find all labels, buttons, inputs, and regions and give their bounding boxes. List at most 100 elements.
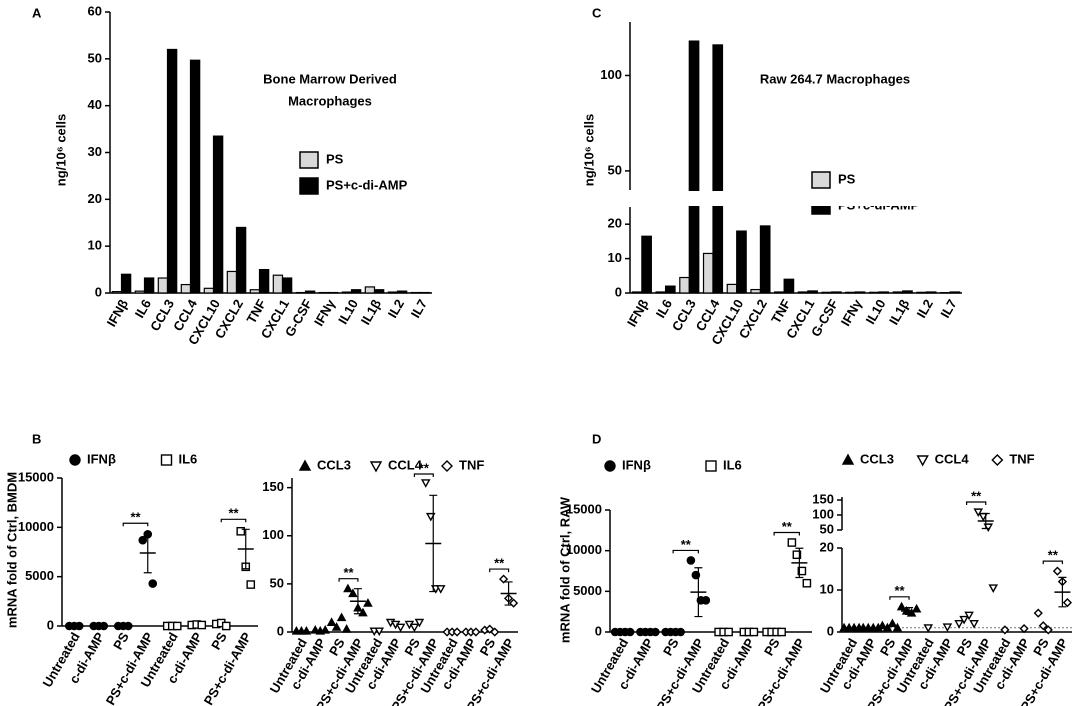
data-point — [348, 588, 358, 598]
x-tick-label: PS — [110, 629, 132, 652]
significance-label: ** — [494, 556, 505, 571]
data-point — [1052, 566, 1063, 576]
significance-label: ** — [228, 506, 239, 521]
data-point — [246, 580, 256, 589]
legend-swatch — [299, 151, 319, 169]
data-point — [197, 620, 207, 630]
bar — [111, 290, 123, 294]
significance-label: ** — [971, 488, 982, 503]
y-axis-label: mRNA fold of Ctrl, BMDM — [4, 472, 19, 628]
data-point — [911, 603, 922, 613]
data-point — [1019, 624, 1029, 634]
x-tick-label: PS — [660, 635, 682, 658]
data-point — [686, 556, 696, 565]
y-tick-label: 0 — [47, 617, 54, 632]
bar — [949, 291, 961, 294]
bar — [916, 291, 928, 294]
significance-label: ** — [1048, 548, 1059, 563]
legend-label: PS — [326, 151, 344, 166]
y-tick-label: 10000 — [18, 519, 54, 534]
error-bar — [353, 588, 362, 615]
axis-break — [622, 191, 962, 206]
bar — [180, 283, 192, 294]
legend-label: PS — [838, 171, 856, 186]
legend-label: IL6 — [723, 457, 742, 472]
bar — [759, 225, 771, 294]
panel-label: C — [592, 5, 602, 20]
x-tick-label: PS — [208, 629, 230, 652]
data-point — [896, 601, 907, 611]
bar — [655, 291, 667, 294]
bar — [821, 291, 833, 294]
y-tick-label: 0 — [827, 623, 834, 638]
data-point — [425, 512, 436, 522]
data-point — [797, 566, 807, 576]
significance-bracket — [122, 522, 149, 527]
data-point — [792, 550, 802, 560]
legend-marker — [369, 461, 383, 473]
data-point — [1000, 625, 1010, 635]
bar — [281, 277, 293, 294]
bar — [341, 291, 353, 294]
data-point — [802, 578, 812, 588]
y-tick-label: 30 — [88, 144, 102, 159]
data-point — [882, 622, 893, 632]
bar — [189, 59, 201, 294]
y-axis-label: ng/10⁶ cells — [53, 114, 68, 186]
bar — [134, 290, 146, 294]
y-tick-label: 40 — [88, 97, 102, 112]
y-tick-label: 20 — [88, 191, 102, 206]
axis-break — [834, 531, 840, 547]
bar — [387, 291, 399, 294]
data-point — [983, 523, 994, 533]
bar — [807, 290, 818, 294]
bar — [350, 289, 362, 294]
y-axis-label: ng/10⁶ cells — [581, 114, 596, 186]
significance-bracket — [773, 531, 800, 536]
bar — [878, 291, 890, 294]
data-point — [625, 627, 635, 637]
significance-label: ** — [894, 583, 905, 598]
panel-label: B — [32, 431, 41, 446]
y-tick-label: 50 — [88, 50, 102, 65]
significance-label: ** — [343, 565, 354, 580]
significance-label: ** — [681, 537, 692, 552]
data-point — [138, 535, 148, 545]
y-tick-label: 50 — [270, 575, 284, 590]
legend-label: IL6 — [179, 451, 198, 466]
bar — [120, 273, 132, 294]
y-tick-label: 10 — [820, 581, 834, 596]
x-tick-label: IFNβ — [624, 297, 651, 330]
x-tick-label: IFNβ — [104, 297, 131, 330]
data-point — [435, 585, 446, 594]
x-tick-label: IL10 — [335, 297, 361, 327]
legend-marker — [991, 454, 1004, 466]
data-point — [341, 624, 352, 633]
data-point — [749, 627, 759, 637]
bar — [258, 268, 270, 294]
y-tick-label: 10 — [608, 250, 622, 265]
significance-bracket — [889, 596, 910, 600]
bar — [854, 291, 866, 294]
bar — [774, 291, 785, 294]
data-point — [1033, 608, 1043, 618]
data-point — [301, 625, 312, 635]
data-point — [973, 508, 984, 518]
significance-label: ** — [419, 460, 430, 475]
bar — [203, 287, 215, 294]
y-tick-label: 15000 — [566, 501, 602, 516]
data-point — [363, 598, 373, 607]
bar — [641, 235, 652, 294]
data-point — [787, 538, 797, 547]
significance-bracket — [1042, 560, 1064, 565]
error-bar — [694, 567, 703, 618]
y-tick-label: 5000 — [573, 583, 602, 598]
data-point — [409, 623, 420, 633]
data-point — [221, 621, 231, 631]
x-tick-label: IL6 — [132, 297, 154, 321]
legend-marker — [160, 454, 173, 466]
bar — [373, 289, 385, 294]
x-tick-label: IL1β — [886, 297, 912, 328]
data-point — [74, 621, 84, 631]
